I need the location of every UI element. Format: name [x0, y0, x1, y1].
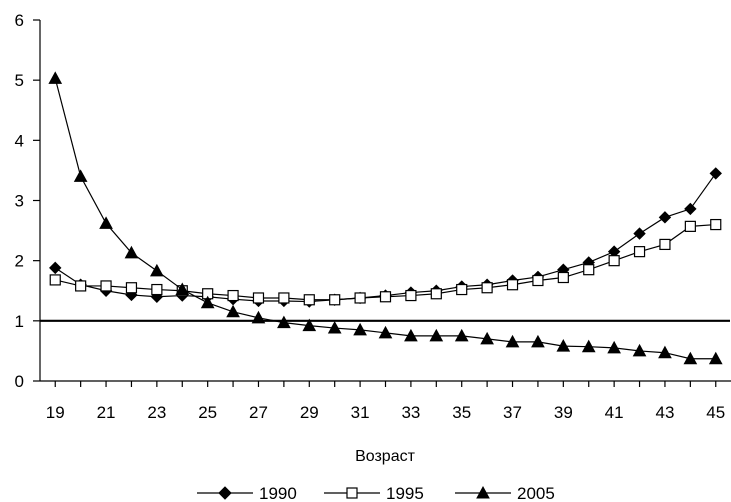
data-point — [327, 321, 342, 334]
data-point — [277, 315, 291, 329]
data-point — [531, 334, 545, 348]
series-2005 — [48, 71, 723, 365]
data-point — [710, 218, 722, 231]
x-tick-label: 29 — [300, 403, 319, 422]
series-layer — [48, 71, 723, 365]
x-tick-label: 25 — [198, 403, 217, 422]
data-point — [429, 328, 444, 342]
data-point — [557, 271, 569, 284]
data-point — [684, 220, 696, 232]
x-tick-label: 45 — [706, 403, 725, 422]
x-tick-label: 19 — [46, 403, 65, 422]
data-point — [659, 238, 671, 251]
data-point — [505, 334, 520, 348]
data-point — [302, 318, 317, 332]
data-point — [684, 202, 697, 216]
data-point — [454, 328, 469, 342]
x-axis-title: Возраст — [355, 448, 416, 465]
x-tick-label: 35 — [452, 403, 471, 422]
data-point — [100, 280, 112, 292]
data-point — [476, 485, 490, 499]
series-line — [54, 78, 716, 360]
data-point — [252, 292, 265, 304]
x-tick-label: 41 — [605, 403, 624, 422]
legend-item-1995: 1995 — [324, 484, 424, 502]
data-point — [227, 289, 239, 302]
data-point — [75, 280, 87, 292]
data-point — [481, 282, 493, 294]
x-tick-label: 31 — [351, 403, 370, 422]
data-point — [379, 291, 392, 303]
data-point — [378, 325, 393, 339]
data-point — [404, 328, 418, 342]
data-point — [480, 331, 494, 345]
legend-label: 1995 — [386, 484, 424, 502]
data-point — [430, 288, 442, 300]
y-tick-label: 5 — [15, 71, 24, 90]
data-point — [175, 282, 190, 296]
x-tick-label: 39 — [554, 403, 573, 422]
data-point — [346, 487, 358, 499]
data-point — [48, 71, 63, 84]
data-point — [581, 339, 596, 353]
data-point — [125, 282, 138, 294]
data-point — [49, 261, 62, 275]
series-1995 — [49, 218, 722, 306]
data-point — [226, 304, 240, 318]
data-point — [633, 246, 646, 258]
y-tick-label: 3 — [15, 192, 24, 211]
data-point — [200, 295, 215, 309]
data-point — [708, 351, 723, 365]
data-point — [150, 263, 164, 277]
data-point — [405, 289, 417, 302]
y-tick-label: 0 — [15, 372, 24, 391]
data-point — [658, 345, 672, 359]
data-point — [124, 245, 139, 259]
series-line — [54, 173, 717, 303]
y-tick-label: 2 — [15, 252, 24, 271]
data-point — [658, 211, 672, 224]
y-tick-label: 4 — [15, 131, 24, 150]
data-point — [218, 486, 232, 500]
data-point — [583, 264, 595, 276]
x-tick-label: 27 — [249, 403, 268, 422]
x-tick-label: 21 — [97, 403, 116, 422]
data-point — [532, 274, 544, 287]
data-point — [456, 283, 468, 296]
data-point — [99, 216, 113, 229]
data-point — [608, 255, 620, 267]
x-tick-label: 43 — [655, 403, 674, 422]
legend: 1990 1995 2005 — [197, 484, 555, 502]
legend-item-1990: 1990 — [197, 484, 297, 502]
data-point — [607, 340, 621, 354]
data-point — [49, 274, 61, 286]
data-point — [633, 227, 646, 240]
y-tick-label: 1 — [15, 312, 24, 331]
data-point — [278, 292, 290, 304]
data-point — [329, 294, 341, 306]
data-point — [506, 279, 519, 291]
data-point — [353, 322, 367, 336]
x-tick-label: 23 — [147, 403, 166, 422]
data-point — [151, 283, 163, 296]
legend-item-2005: 2005 — [455, 484, 555, 502]
y-tick-label: 6 — [15, 11, 24, 30]
data-point — [683, 351, 698, 365]
data-point — [303, 294, 315, 306]
data-point — [556, 339, 571, 352]
data-point — [73, 169, 88, 182]
data-point — [251, 310, 266, 324]
series-1990 — [49, 167, 722, 308]
data-point — [354, 292, 366, 304]
data-point — [632, 343, 647, 357]
data-point — [709, 167, 722, 180]
legend-label: 1990 — [259, 484, 297, 502]
x-tick-label: 37 — [503, 403, 522, 422]
legend-label: 2005 — [517, 484, 555, 502]
x-tick-label: 33 — [401, 403, 420, 422]
